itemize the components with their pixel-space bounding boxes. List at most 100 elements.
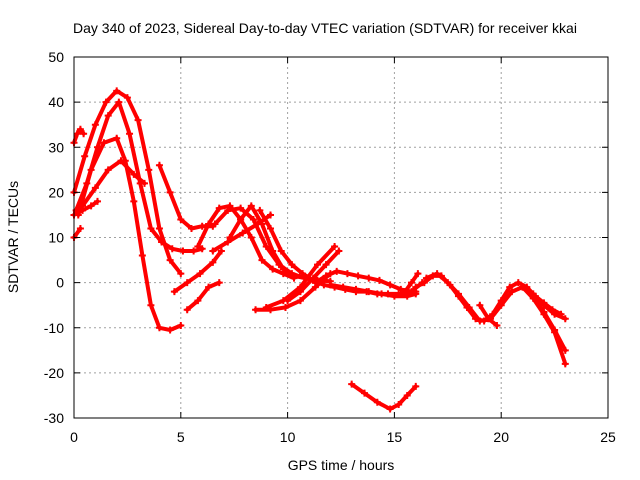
data-point [433, 270, 441, 278]
data-point [407, 279, 415, 287]
data-point [322, 261, 330, 269]
grid-lines [74, 57, 608, 418]
data-point [183, 306, 191, 314]
data-point [354, 272, 362, 280]
y-tick-label: 0 [56, 275, 64, 291]
data-point [296, 297, 304, 305]
data-point [130, 170, 138, 178]
series-arc-22 [348, 380, 420, 413]
data-point [239, 229, 247, 237]
data-point [373, 398, 381, 406]
data-point [249, 215, 257, 223]
series-arc-08 [155, 161, 217, 232]
data-point [395, 400, 403, 408]
y-axis-title: SDTVAR / TECUs [5, 181, 21, 293]
data-point [177, 270, 185, 278]
series-arc-05 [72, 98, 206, 255]
data-point [279, 265, 287, 273]
data-point [519, 283, 527, 291]
data-point [140, 179, 148, 187]
data-point [177, 321, 185, 329]
data-point [476, 301, 484, 309]
data-point [198, 245, 206, 253]
data-point [209, 247, 217, 255]
data-point [444, 279, 452, 287]
data-point [256, 206, 264, 214]
data-point [81, 152, 89, 160]
series-arc-04 [70, 87, 185, 278]
data-point [365, 274, 373, 282]
series-line [185, 280, 222, 312]
data-point [390, 292, 398, 300]
x-axis-title: GPS time / hours [288, 457, 395, 473]
data-point [170, 288, 178, 296]
data-point [476, 317, 484, 325]
series-arc-20 [326, 281, 420, 300]
data-point [237, 204, 245, 212]
data-point [224, 238, 232, 246]
data-point [104, 166, 112, 174]
chart-title: Day 340 of 2023, Sidereal Day-to-day VTE… [73, 20, 577, 36]
y-tick-label: 10 [48, 230, 64, 246]
data-point [331, 243, 339, 251]
data-point [215, 204, 223, 212]
data-point [166, 188, 174, 196]
data-point [403, 292, 411, 300]
series-arc-27 [529, 292, 569, 354]
data-point [130, 197, 138, 205]
data-point [309, 274, 317, 282]
series-arc-17 [262, 243, 339, 311]
data-point [262, 243, 270, 251]
x-tick-label: 5 [177, 429, 185, 445]
data-point [360, 389, 368, 397]
data-point [258, 220, 266, 228]
x-tick-label: 20 [493, 429, 509, 445]
series-arc-21 [401, 270, 422, 296]
data-point [493, 321, 501, 329]
data-point [123, 94, 131, 102]
data-point [508, 288, 516, 296]
data-point [403, 391, 411, 399]
data-point [196, 270, 204, 278]
data-point [93, 197, 101, 205]
data-point [215, 279, 223, 287]
data-point [74, 211, 82, 219]
data-point [529, 292, 537, 300]
data-point [194, 243, 202, 251]
data-point [168, 245, 176, 253]
y-tick-label: -30 [44, 410, 64, 426]
data-point [454, 290, 462, 298]
data-point [80, 130, 88, 138]
data-point [113, 134, 121, 142]
data-point [211, 220, 219, 228]
series-line [72, 226, 83, 240]
data-point [194, 297, 202, 305]
data-point [190, 247, 198, 255]
data-point [183, 279, 191, 287]
data-point [262, 303, 270, 311]
series-line [80, 158, 147, 208]
data-point [401, 288, 409, 296]
data-point [551, 310, 559, 318]
data-point [561, 346, 569, 354]
data-point [76, 224, 84, 232]
data-point [326, 281, 334, 289]
y-tick-label: 50 [48, 49, 64, 65]
series-arc-25 [476, 301, 501, 329]
data-point [497, 301, 505, 309]
data-point [420, 279, 428, 287]
series-arc-10 [183, 279, 223, 314]
data-point [73, 130, 81, 138]
data-point [269, 247, 277, 255]
data-point [247, 234, 255, 241]
data-point [267, 224, 275, 232]
data-point [104, 112, 112, 120]
data-point [314, 261, 322, 269]
data-point [166, 326, 174, 334]
data-point [514, 279, 522, 287]
data-point [290, 272, 298, 280]
data-point [412, 382, 420, 390]
data-point [155, 161, 163, 169]
data-point [126, 130, 134, 138]
